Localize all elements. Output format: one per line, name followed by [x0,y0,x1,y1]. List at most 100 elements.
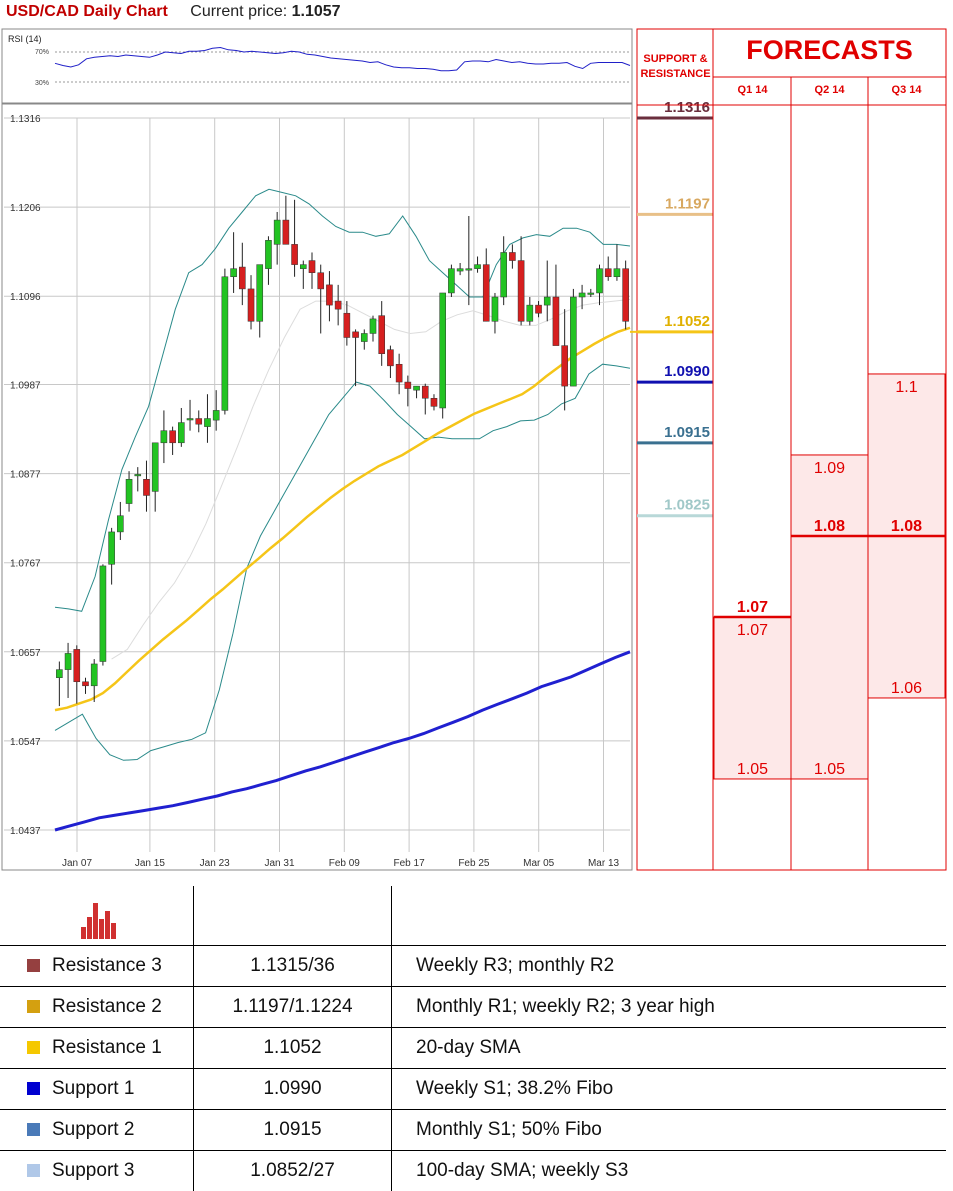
candle-body [82,681,89,687]
level-note: Weekly R3; monthly R2 [391,945,946,987]
candle-body [256,264,264,322]
y-tick-label: 1.0437 [10,826,41,837]
bar-chart-icon [81,902,116,939]
candle-body [117,515,124,533]
table-row: Resistance 1 1.1052 20-day SMA [0,1027,946,1069]
candle [56,661,63,707]
y-tick-label: 1.0987 [10,380,41,391]
candle-body [430,398,438,407]
forecast-high-label: 1.07 [737,622,768,639]
candle-body [108,531,115,565]
candle-body [334,300,342,310]
candle [482,248,490,322]
quarter-label-q1: Q1 14 [737,84,768,96]
forecast-range-box [790,454,869,780]
forecast-low-label: 1.05 [814,761,845,778]
table-row: Support 3 1.0852/27 100-day SMA; weekly … [0,1150,946,1191]
candle [212,390,220,431]
sma100-line [54,650,631,832]
candle-body [604,268,612,278]
sr-title-line-2: RESISTANCE [640,68,711,80]
candle-body [291,244,298,265]
candle-body [596,268,603,294]
candle [430,394,438,411]
candle-body [221,276,229,411]
candle [90,659,98,703]
candle [299,260,307,289]
sma-layer [54,326,631,832]
candle-body [160,430,168,444]
x-tick-label: Jan 07 [62,858,92,869]
rsi-panel [1,28,633,104]
price-label: Current price: [190,3,288,20]
y-tick-label: 1.0767 [10,559,41,570]
y-tick-label: 1.1096 [10,292,41,303]
candle [64,642,72,698]
candle [134,467,142,492]
candle-body [474,264,481,269]
grid-layer [4,117,630,852]
header-icon-cell [0,886,194,946]
candle-body [143,479,150,496]
quarter-label-q2: Q2 14 [814,84,845,96]
candle [326,271,333,322]
forecasts-title: FORECASTS [746,35,913,65]
sr-level-label: 1.1052 [664,313,710,330]
candle [387,345,394,379]
candle [543,260,551,322]
candle [465,216,473,306]
candle [73,645,81,704]
candle-body [535,304,542,314]
table-row: Resistance 2 1.1197/1.1224 Monthly R1; w… [0,986,946,1028]
candle [82,677,89,694]
candle-body [421,385,429,399]
candle-body [360,333,368,342]
candle-body [195,418,203,425]
candle [343,301,351,346]
candle [125,471,133,512]
levels-table: Resistance 3 1.1315/36 Weekly R3; monthl… [0,886,946,1191]
rsi-line [54,46,631,72]
candle [587,288,595,298]
candle [535,301,542,318]
candle-body [395,363,403,383]
level-swatch [27,1164,40,1177]
x-tick-label: Feb 25 [458,858,490,869]
candle-body [151,442,159,492]
candle-body [239,266,246,290]
candle-body [343,312,351,338]
candle [265,236,272,285]
candle-body [387,349,394,367]
forecast-point-label: 1.07 [737,599,768,616]
candle [404,375,412,407]
candle-body [317,272,325,290]
candle-body [64,653,72,670]
candle [143,460,150,512]
candle-body [369,318,377,334]
candle [596,264,603,306]
candle-body [299,264,307,269]
y-tick-label: 1.1316 [10,114,41,125]
bollinger-upper-line [54,188,631,612]
candle [117,501,124,541]
candle [195,410,203,433]
axis-label-layer: 1.1316 1.1206 1.1096 1.0987 1.0877 1.0767 1.06… [10,114,619,869]
level-note: Monthly R1; weekly R2; 3 year high [391,986,946,1028]
forecast-low-label: 1.05 [737,761,768,778]
y-tick-label: 1.1206 [10,203,41,214]
candle [160,410,168,464]
candle [448,264,455,298]
level-note: Monthly S1; 50% Fibo [391,1109,946,1151]
sma20-line [54,326,631,712]
candle-body [352,331,359,338]
level-value: 1.1315/36 [193,945,392,987]
levels-table-header [0,886,946,946]
level-note: 100-day SMA; weekly S3 [391,1150,946,1191]
candle [526,297,534,326]
candle-body [90,663,98,687]
candle [317,264,325,334]
candle-body [526,304,534,322]
sr-title-line-1: SUPPORT & [643,53,708,65]
sr-level-label: 1.0990 [664,363,710,380]
rsi-level-low: 30% [35,80,49,87]
